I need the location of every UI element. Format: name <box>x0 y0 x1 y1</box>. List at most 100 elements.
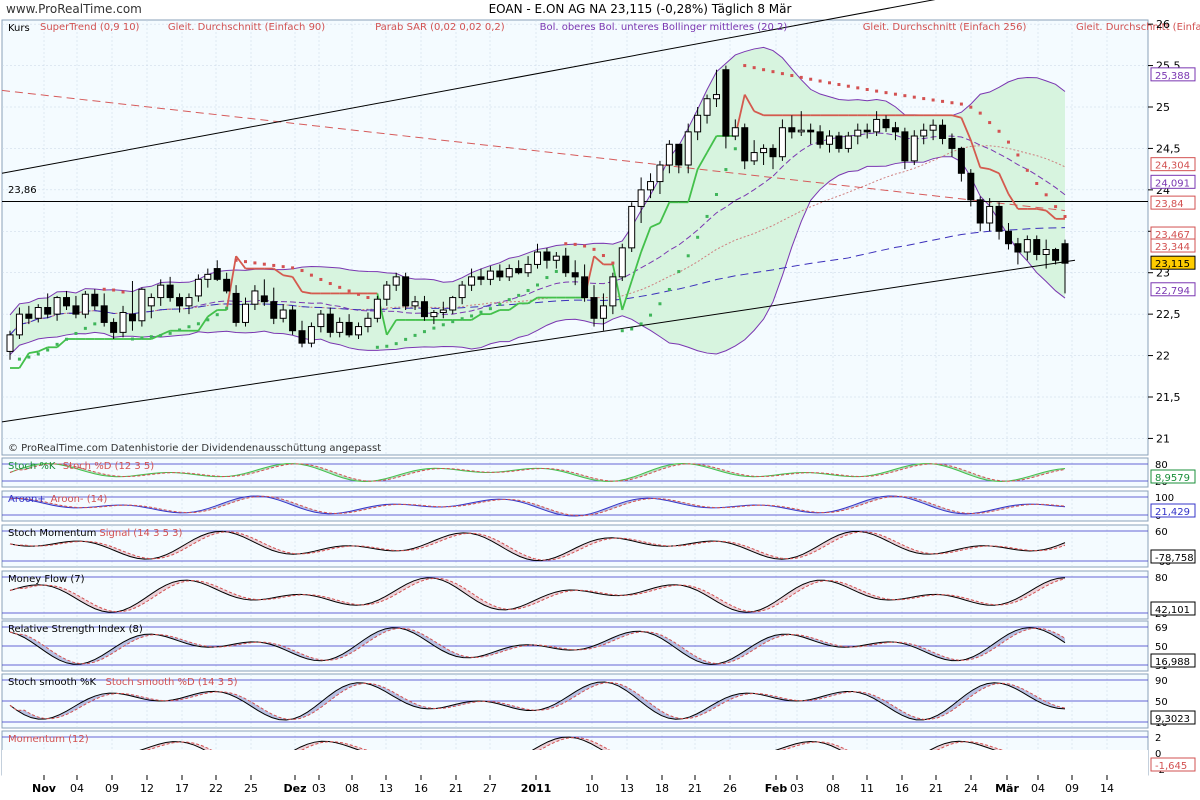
candle-body <box>599 305 607 319</box>
supertrend-segment <box>1007 193 1019 210</box>
supertrend-segment <box>951 114 962 119</box>
price-legend-item: Gleit. Durchschnitt (Einfach 90) <box>168 22 325 33</box>
price-panel[interactable]: SuperTrend (0,9 10) Gleit. Durchschnitt (… <box>1 0 1200 456</box>
price-badge-label: 24,091 <box>1155 178 1190 189</box>
panel-line-secondary <box>9 577 1066 613</box>
supertrend-segment <box>527 296 538 305</box>
candle-body <box>496 270 504 278</box>
sar-dot <box>931 98 935 102</box>
candle-body <box>948 137 956 149</box>
panel-aroon[interactable]: 1000Aroon+Aroon- (14)21,429 <box>1 490 1196 522</box>
panel-rsi[interactable]: 695031Relative Strength Index (8)16,988 <box>1 620 1196 672</box>
panel-badge <box>1150 710 1196 725</box>
sar-dot <box>639 322 643 326</box>
supertrend-segment <box>225 255 237 311</box>
panel-badge <box>1150 469 1196 484</box>
candle-body <box>562 255 570 274</box>
sar-dot <box>121 290 125 294</box>
panel-badge-label: 21,429 <box>1155 507 1190 518</box>
candle-body <box>1014 243 1022 253</box>
candle-body <box>854 129 862 137</box>
supertrend-segment <box>235 255 247 270</box>
sar-dot <box>1054 205 1058 209</box>
sar-dot <box>526 288 530 292</box>
sar-dot <box>234 258 238 262</box>
supertrend-segment <box>630 251 642 282</box>
candle-body <box>515 268 523 274</box>
candle-body <box>826 135 834 145</box>
sar-dot <box>780 72 784 76</box>
price-badge <box>1150 67 1196 82</box>
candle-body <box>844 135 852 149</box>
panel-fill <box>10 577 1065 613</box>
candle-body <box>241 303 249 323</box>
candle-body <box>15 313 23 336</box>
panel-legend-item: Relative Strength Index (8) <box>8 624 143 635</box>
sar-dot <box>422 330 426 334</box>
price-badge <box>1150 255 1196 270</box>
price-tick-label: 21,5 <box>1156 391 1181 404</box>
sar-dot <box>1025 168 1029 172</box>
supertrend-segment <box>687 168 699 203</box>
sar-dot <box>893 92 897 96</box>
panel-tick-label: 0 <box>1155 749 1161 760</box>
price-badge-label: 23,115 <box>1155 259 1190 270</box>
panel-tick-label: 69 <box>1155 623 1168 634</box>
horizontal-line-label: 23,86 <box>8 185 37 196</box>
sar-dot <box>36 352 40 356</box>
date-tick-label: 08 <box>345 782 359 795</box>
supertrend-segment <box>960 117 972 141</box>
sar-dot <box>677 270 681 274</box>
date-tick-label: 22 <box>209 782 223 795</box>
sar-dot <box>828 81 832 85</box>
date-tick-label: 25 <box>244 782 258 795</box>
sar-dot <box>630 327 634 331</box>
supertrend-segment <box>998 172 1010 195</box>
panel-mfi[interactable]: 8020Money Flow (7)42,101 <box>1 570 1196 620</box>
candle-body <box>411 301 419 307</box>
ma256-line <box>1 89 1066 212</box>
date-tick-label: Mär <box>995 782 1019 795</box>
sar-dot <box>790 74 794 78</box>
sar-dot <box>601 254 605 258</box>
panel-tick-label: 50 <box>1155 642 1168 653</box>
panel-line-secondary <box>9 463 1066 482</box>
date-tick-label: 03 <box>790 782 804 795</box>
sar-dot <box>611 261 615 265</box>
sar-dot <box>357 292 361 296</box>
candle-body <box>665 143 673 166</box>
candle-body <box>477 276 485 280</box>
panel-badge-label: 16,988 <box>1155 657 1190 668</box>
sar-dot <box>470 314 474 318</box>
candle-body <box>675 143 683 166</box>
supertrend-segment <box>743 94 755 112</box>
candle-body <box>901 131 909 162</box>
supertrend-segment <box>291 276 303 293</box>
candle-body <box>383 284 391 300</box>
ma90-line <box>9 227 1066 336</box>
date-tick-label: 24 <box>964 782 978 795</box>
panel-badge <box>1150 601 1196 616</box>
date-tick-label: 03 <box>312 782 326 795</box>
panel-badge-label: -1,645 <box>1155 761 1187 772</box>
candle-body <box>25 313 33 319</box>
candle-body <box>891 127 899 133</box>
candle-body <box>166 284 174 299</box>
price-badge-label: 24,304 <box>1155 161 1190 172</box>
instrument-title: EOAN - E.ON AG NA 23,115 (-0,28%) Täglic… <box>489 2 792 16</box>
candle-body <box>618 247 626 278</box>
candle-body <box>204 273 212 280</box>
sar-dot <box>225 306 229 310</box>
supertrend-segment <box>706 135 718 154</box>
sar-dot <box>347 289 351 293</box>
candle-body <box>336 321 344 333</box>
sar-dot <box>771 70 775 74</box>
candle-body <box>128 313 136 322</box>
candle-body <box>232 292 240 323</box>
candle-body <box>929 124 937 131</box>
candle-body <box>524 263 532 274</box>
